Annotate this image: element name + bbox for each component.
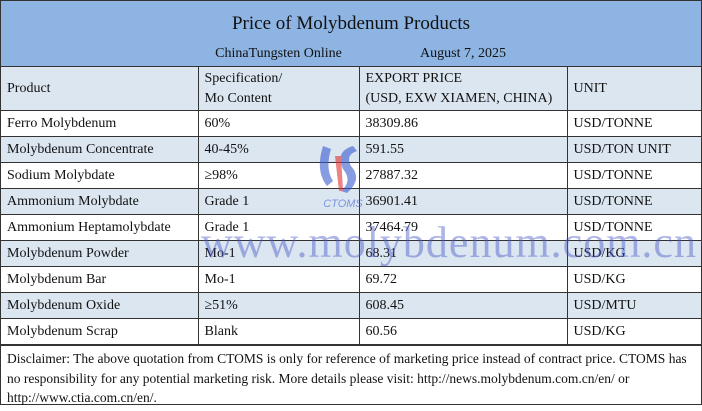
table-row: Molybdenum Concentrate 40-45% 591.55 USD/TO… [1,136,701,163]
source-label: ChinaTungsten Online [215,46,342,61]
cell-price: 37464.79 [358,214,568,241]
header-unit: UNIT [566,67,701,111]
cell-unit: USD/KG [566,318,701,345]
cell-product: Molybdenum Powder [1,240,199,267]
cell-product: Ferro Molybdenum [1,110,199,137]
cell-product: Molybdenum Bar [1,266,199,293]
cell-spec: Blank [197,318,360,345]
header-price: EXPORT PRICE (USD, EXW XIAMEN, CHINA) [358,67,568,111]
table-row: Molybdenum Bar Mo-1 69.72 USD/KG [1,266,701,293]
cell-product: Sodium Molybdate [1,162,199,189]
price-table: Product Specification/Mo Content EXPORT … [1,67,701,345]
cell-product: Molybdenum Concentrate [1,136,199,163]
cell-unit: USD/KG [566,266,701,293]
table-row: Ammonium Molybdate Grade 1 36901.41 USD/TON… [1,188,701,215]
cell-spec: ≥98% [197,162,360,189]
cell-spec: Grade 1 [197,214,360,241]
cell-unit: USD/MTU [566,292,701,319]
cell-price: 38309.86 [358,110,568,137]
cell-spec: Mo-1 [197,266,360,293]
table-row: Ferro Molybdenum 60% 38309.86 USD/TONNE [1,110,701,137]
cell-product: Ammonium Heptamolybdate [1,214,199,241]
cell-unit: USD/TONNE [566,110,701,137]
disclaimer: Disclaimer: The above quotation from CTO… [1,345,701,411]
cell-product: Ammonium Molybdate [1,188,199,215]
table-header-row: Product Specification/Mo Content EXPORT … [1,67,701,111]
header-spec-line2: Mo Content [204,90,272,106]
page-title: Price of Molybdenum Products [231,13,470,34]
cell-price: 27887.32 [358,162,568,189]
cell-spec: ≥51% [197,292,360,319]
cell-price: 36901.41 [358,188,568,215]
cell-price: 60.56 [358,318,568,345]
header-spec: Specification/Mo Content [197,67,360,111]
header-price-line2: (USD, EXW XIAMEN, CHINA) [365,90,553,106]
cell-product: Molybdenum Scrap [1,318,199,345]
cell-spec: Grade 1 [197,188,360,215]
header-spec-line1: Specification/ [204,70,283,86]
table-row: Molybdenum Scrap Blank 60.56 USD/KG [1,318,701,345]
cell-unit: USD/TONNE [566,188,701,215]
cell-unit: USD/TON UNIT [566,136,701,163]
cell-unit: USD/TONNE [566,162,701,189]
cell-price: 69.72 [358,266,568,293]
cell-unit: USD/KG [566,240,701,267]
title-band: Price of Molybdenum Products ChinaTungst… [1,1,701,67]
cell-product: Molybdenum Oxide [1,292,199,319]
cell-price: 68.31 [358,240,568,267]
table-row: Sodium Molybdate ≥98% 27887.32 USD/TONNE [1,162,701,189]
header-product: Product [1,67,199,111]
cell-unit: USD/TONNE [566,214,701,241]
cell-price: 591.55 [358,136,568,163]
cell-price: 608.45 [358,292,568,319]
table-row: Molybdenum Oxide ≥51% 608.45 USD/MTU [1,292,701,319]
cell-spec: Mo-1 [197,240,360,267]
date-label: August 7, 2025 [420,46,506,61]
cell-spec: 60% [197,110,360,137]
table-row: Molybdenum Powder Mo-1 68.31 USD/KG [1,240,701,267]
header-price-line1: EXPORT PRICE [365,70,463,86]
table-row: Ammonium Heptamolybdate Grade 1 37464.79 US… [1,214,701,241]
cell-spec: 40-45% [197,136,360,163]
